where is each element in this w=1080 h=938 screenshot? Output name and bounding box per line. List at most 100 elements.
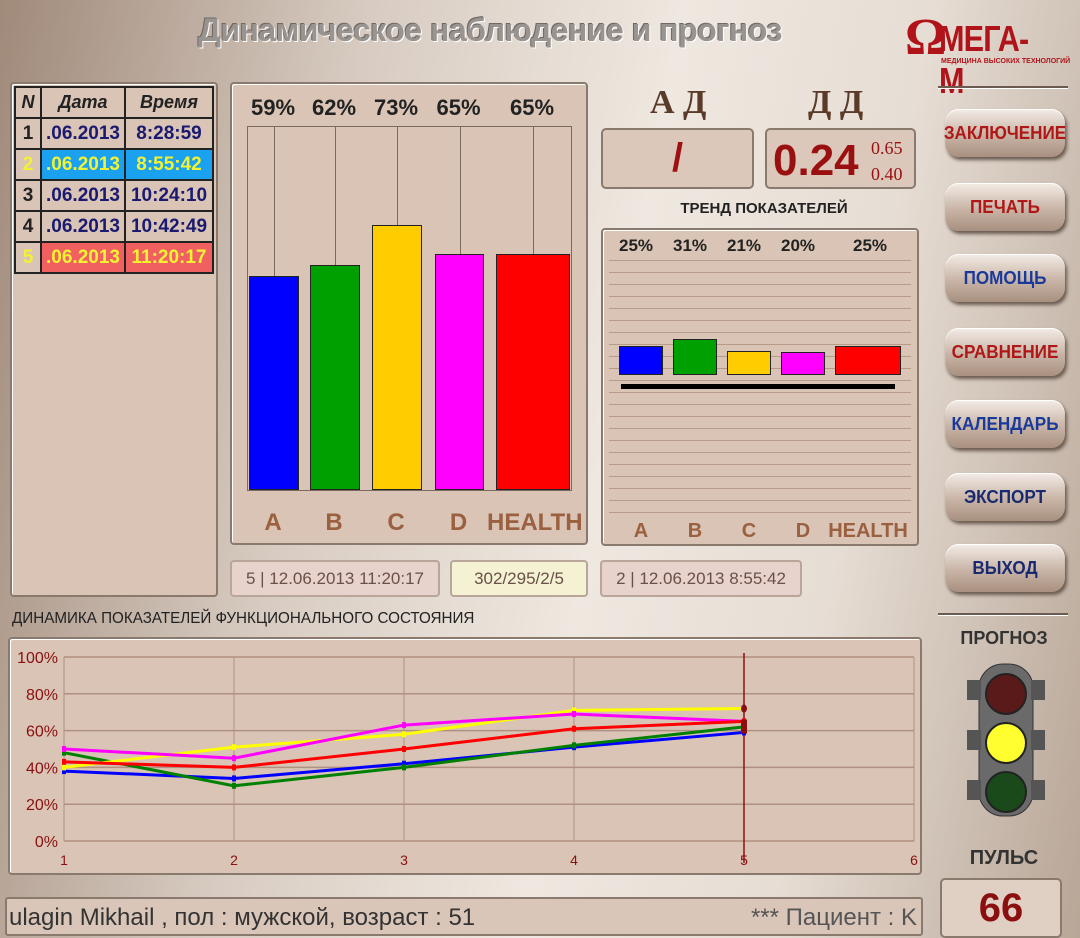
compare-session-info: 2 | 12.06.2013 8:55:42 [600, 560, 802, 597]
trend-bar-d [781, 352, 825, 375]
trend-title: ТРЕНД ПОКАЗАТЕЛЕЙ [680, 200, 848, 217]
y-tick-label: 40% [26, 760, 58, 777]
page-title: Динамическое наблюдение и прогноз [198, 12, 782, 48]
dd-upper: 0.65 [871, 138, 903, 158]
bar-health [496, 254, 570, 490]
patient-info: ulagin Mikhail , пол : мужской, возраст … [9, 904, 476, 931]
current-point-marker [741, 704, 747, 713]
trend-baseline [621, 384, 895, 389]
bar-category-label: A [264, 509, 282, 536]
ad-value: / [601, 128, 754, 189]
data-point [232, 744, 236, 751]
bar-b [310, 264, 360, 490]
patient-status-bar: ulagin Mikhail , пол : мужской, возраст … [5, 897, 923, 936]
bar-value-label: 62% [311, 95, 357, 120]
y-tick-label: 0% [35, 834, 58, 851]
col-n: N [14, 86, 42, 119]
current-session-info: 5 | 12.06.2013 11:20:17 [230, 560, 440, 597]
bar-d [435, 254, 484, 490]
data-point [232, 764, 236, 771]
data-point [402, 760, 406, 767]
trend-category-label: HEALTH [828, 520, 908, 542]
pulse-value: 66 [940, 878, 1062, 938]
col-date: Дата [40, 86, 126, 119]
x-tick-label: 4 [570, 852, 578, 868]
compare-button[interactable]: СРАВНЕНИЕ [945, 328, 1065, 376]
divider [938, 86, 1068, 89]
x-tick-label: 1 [60, 852, 68, 868]
data-point [572, 707, 576, 714]
dynamics-line-chart: 0%20%40%60%80%100%123456 [8, 637, 922, 875]
x-tick-label: 6 [910, 852, 918, 868]
logo: Ω МЕГА-М МЕДИЦИНА ВЫСОКИХ ТЕХНОЛОГИЙ [905, 9, 1071, 101]
table-row[interactable]: 5.06.2013 11:20:17 [14, 241, 214, 274]
data-point [402, 764, 406, 771]
data-point [232, 782, 236, 789]
traffic-light-icon [965, 660, 1047, 820]
print-button[interactable]: ПЕЧАТЬ [945, 183, 1065, 231]
pulse-label: ПУЛЬС [969, 847, 1039, 869]
session-code: 302/295/2/5 [450, 560, 588, 597]
dd-label: Д Д [808, 84, 864, 121]
trend-category-label: C [741, 520, 757, 542]
data-point [402, 731, 406, 738]
data-point [572, 742, 576, 749]
data-point [572, 725, 576, 732]
help-button[interactable]: ПОМОЩЬ [945, 254, 1065, 302]
table-row[interactable]: 2.06.2013 8:55:42 [14, 148, 214, 181]
bar-category-label: B [325, 509, 343, 536]
ad-label: А Д [650, 84, 707, 121]
trend-category-label: D [795, 520, 811, 542]
bar-value-label: 65% [509, 95, 555, 120]
y-tick-label: 80% [26, 687, 58, 704]
data-point [402, 722, 406, 729]
trend-category-label: B [687, 520, 703, 542]
bar-category-label: D [449, 509, 468, 536]
y-tick-label: 60% [26, 724, 58, 741]
data-point [62, 764, 66, 771]
patient-id: *** Пациент : K [750, 904, 917, 931]
trend-value-label: 31% [672, 236, 708, 255]
trend-chart: 25% A 31% B 21% C 20% D 25% HEALTH [601, 228, 919, 546]
trend-bar-c [727, 350, 771, 375]
trend-bar-a [619, 346, 663, 375]
calendar-button[interactable]: КАЛЕНДАРЬ [945, 400, 1065, 448]
y-tick-label: 20% [26, 797, 58, 814]
x-tick-label: 2 [230, 852, 238, 868]
bar-category-label: C [387, 509, 405, 536]
bar-plot-area [247, 126, 572, 491]
table-row[interactable]: 4.06.2013 10:42:49 [14, 210, 214, 243]
x-tick-label: 3 [400, 852, 408, 868]
data-point [572, 711, 576, 718]
bar-c [372, 225, 422, 490]
data-point [62, 746, 66, 752]
dd-box: 0.24 0.65 0.40 [765, 128, 916, 189]
data-point [402, 746, 406, 752]
data-point [62, 749, 66, 756]
trend-bar-health [835, 346, 901, 375]
data-point [62, 768, 66, 775]
bar-category-label: HEALTH [487, 509, 583, 536]
trend-bar-b [673, 339, 717, 375]
exit-button[interactable]: ВЫХОД [945, 544, 1065, 592]
trend-category-label: A [633, 520, 649, 542]
trend-value-label: 25% [618, 236, 654, 255]
export-button[interactable]: ЭКСПОРТ [945, 473, 1065, 521]
y-tick-label: 100% [17, 650, 58, 667]
current-point-marker [741, 719, 747, 734]
indicator-bar-chart: 59% A 62% B 73% C 65% D 65% HEALTH [230, 82, 588, 545]
divider [938, 613, 1068, 616]
forecast-label: ПРОГНОЗ [960, 628, 1048, 648]
dd-value: 0.24 [773, 136, 859, 185]
table-row[interactable]: 1.06.2013 8:28:59 [14, 117, 214, 150]
table-row[interactable]: 3.06.2013 10:24:10 [14, 179, 214, 212]
data-point [62, 758, 66, 765]
line-chart-title: ДИНАМИКА ПОКАЗАТЕЛЕЙ ФУНКЦИОНАЛЬНОГО СОС… [12, 610, 475, 627]
sessions-table: N Дата Время 1.06.2013 8:28:59 2.06.2013 8:5… [10, 82, 218, 597]
bar-value-label: 59% [250, 95, 296, 120]
dd-lower: 0.40 [871, 164, 903, 184]
conclusion-button[interactable]: ЗАКЛЮЧЕНИЕ [944, 109, 1066, 157]
data-point [232, 755, 236, 762]
trend-value-label: 21% [726, 236, 762, 255]
bar-a [249, 275, 299, 490]
